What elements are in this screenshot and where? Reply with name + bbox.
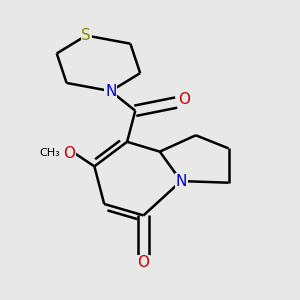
Text: O: O	[178, 92, 190, 107]
Text: CH₃: CH₃	[40, 148, 61, 158]
Text: N: N	[105, 84, 116, 99]
Text: N: N	[176, 174, 187, 189]
Text: O: O	[63, 146, 75, 161]
Text: S: S	[81, 28, 91, 43]
Text: O: O	[137, 255, 149, 270]
